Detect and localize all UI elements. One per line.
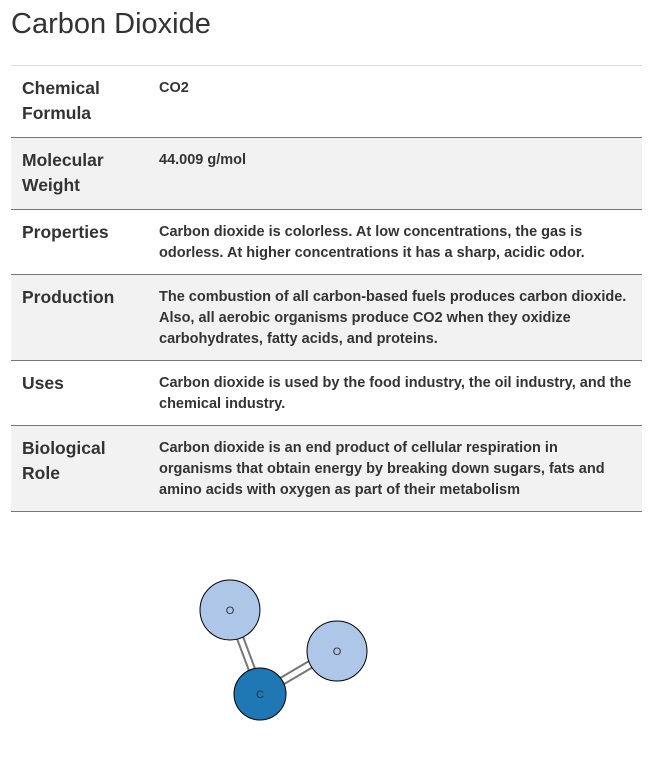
atom-label: O	[333, 646, 342, 658]
page-title: Carbon Dioxide	[11, 8, 211, 40]
row-value: CO2	[159, 80, 189, 96]
row-value: Carbon dioxide is used by the food indus…	[159, 375, 632, 412]
molecule-diagram[interactable]: O O C	[0, 520, 666, 757]
table-row-biological-role: Biological Role Carbon dioxide is an end…	[11, 425, 642, 512]
row-label: Chemical Formula	[22, 78, 100, 123]
row-value: Carbon dioxide is colorless. At low conc…	[159, 224, 585, 261]
table-row-uses: Uses Carbon dioxide is used by the food …	[11, 361, 642, 426]
row-label: Properties	[22, 222, 109, 242]
table-row-production: Production The combustion of all carbon-…	[11, 274, 642, 361]
atom-carbon[interactable]: C	[233, 667, 287, 721]
row-label: Production	[22, 287, 115, 307]
atom-label: C	[256, 689, 264, 701]
atom-oxygen-2[interactable]: O	[306, 620, 368, 682]
atom-oxygen-1[interactable]: O	[199, 579, 261, 641]
row-value: 44.009 g/mol	[159, 152, 247, 168]
table-row-properties: Properties Carbon dioxide is colorless. …	[11, 210, 642, 275]
atom-label: O	[226, 605, 235, 617]
properties-table: Chemical Formula CO2 Molecular Weight 44…	[11, 65, 642, 512]
row-label: Molecular Weight	[22, 150, 104, 195]
row-label: Uses	[22, 373, 64, 393]
row-label: Biological Role	[22, 438, 106, 483]
table-row-molecular-weight: Molecular Weight 44.009 g/mol	[11, 137, 642, 210]
table-row-chemical-formula: Chemical Formula CO2	[11, 66, 642, 138]
row-value: The combustion of all carbon-based fuels…	[159, 289, 627, 347]
row-value: Carbon dioxide is an end product of cell…	[159, 440, 605, 498]
